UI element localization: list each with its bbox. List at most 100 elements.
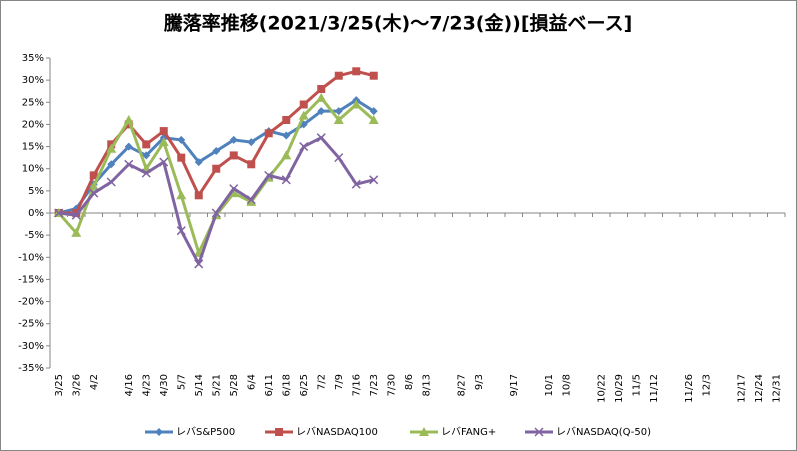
x-tick-label: 9/17	[509, 374, 520, 396]
marker	[106, 177, 116, 187]
marker	[71, 227, 82, 237]
marker	[124, 142, 133, 151]
marker	[317, 85, 326, 93]
legend-label: レバS&P500	[176, 426, 235, 438]
marker	[177, 153, 186, 162]
marker	[351, 99, 362, 109]
y-tick-label: -20%	[18, 297, 44, 308]
marker	[89, 188, 99, 198]
marker	[369, 107, 378, 116]
x-tick-label: 7/23	[369, 374, 380, 396]
marker	[247, 138, 256, 147]
x-tick-label: 7/30	[386, 374, 397, 396]
x-tick-label: 11/5	[631, 374, 642, 396]
marker	[71, 210, 81, 220]
marker	[352, 67, 361, 76]
y-tick-label: 20%	[22, 119, 44, 130]
marker	[228, 188, 239, 198]
x-tick-label: 8/13	[421, 374, 432, 396]
marker	[194, 158, 203, 167]
marker	[194, 191, 203, 200]
marker	[159, 157, 169, 167]
marker	[334, 71, 343, 80]
marker	[89, 171, 98, 180]
marker	[299, 100, 308, 109]
x-tick-label: 11/12	[649, 374, 660, 403]
x-tick-label: 11/26	[684, 374, 695, 403]
x-tick-label: 4/30	[159, 374, 170, 396]
y-tick-label: 15%	[22, 142, 44, 153]
x-tick-label: 12/17	[736, 374, 747, 403]
x-tick-label: 12/24	[754, 374, 765, 403]
marker	[282, 131, 291, 140]
y-tick-label: -10%	[18, 252, 44, 263]
x-tick-label: 6/25	[299, 374, 310, 396]
marker	[281, 150, 292, 160]
marker	[298, 110, 309, 120]
x-tick-label: 10/29	[614, 374, 625, 403]
marker	[141, 168, 151, 178]
x-tick-label: 7/2	[316, 374, 327, 390]
x-tick-label: 12/31	[771, 374, 782, 403]
legend-label: レバNASDAQ100	[296, 426, 378, 438]
x-tick-label: 4/2	[89, 374, 100, 390]
y-tick-label: -5%	[25, 230, 44, 241]
marker	[229, 151, 238, 160]
marker	[142, 140, 151, 149]
marker	[107, 160, 116, 169]
legend-marker	[275, 428, 283, 436]
marker	[123, 115, 134, 124]
y-tick-label: -25%	[18, 319, 44, 330]
marker	[316, 133, 326, 143]
marker	[176, 226, 186, 236]
y-tick-label: -15%	[18, 274, 44, 285]
y-tick-label: 5%	[28, 186, 44, 197]
marker	[246, 196, 257, 206]
x-tick-label: 3/25	[54, 374, 65, 396]
x-tick-label: 5/7	[176, 374, 187, 390]
y-tick-label: -35%	[18, 363, 44, 374]
marker	[176, 190, 187, 200]
x-tick-label: 5/21	[211, 374, 222, 396]
marker	[229, 135, 238, 144]
marker	[351, 179, 361, 189]
x-tick-label: 3/26	[71, 374, 82, 396]
marker	[212, 164, 221, 173]
legend-marker	[534, 427, 544, 437]
marker	[211, 208, 221, 218]
legend-marker	[419, 427, 429, 436]
marker	[106, 143, 117, 153]
x-tick-label: 8/27	[456, 374, 467, 396]
marker	[54, 208, 64, 218]
x-tick-label: 10/8	[561, 374, 572, 396]
x-tick-label: 6/18	[281, 374, 292, 396]
marker	[369, 175, 379, 185]
marker	[316, 92, 327, 102]
x-tick-label: 5/28	[229, 374, 240, 396]
y-tick-label: 0%	[28, 208, 44, 219]
x-tick-label: 10/1	[544, 374, 555, 396]
y-tick-label: 35%	[22, 53, 44, 64]
marker	[333, 115, 344, 124]
marker	[369, 71, 378, 80]
y-tick-label: -30%	[18, 341, 44, 352]
marker	[177, 135, 186, 144]
x-tick-label: 4/23	[141, 374, 152, 396]
marker	[229, 184, 239, 194]
x-tick-label: 7/9	[334, 374, 345, 390]
marker	[282, 116, 291, 124]
marker	[334, 107, 343, 116]
marker	[142, 151, 151, 160]
legend-label: レバFANG+	[441, 426, 496, 438]
legend-label: レバNASDAQ(Q-50)	[556, 426, 651, 438]
legend-marker	[155, 428, 163, 436]
marker	[334, 153, 344, 163]
marker	[158, 137, 169, 147]
marker	[246, 195, 256, 205]
y-tick-label: 10%	[22, 164, 44, 175]
marker	[264, 170, 274, 180]
marker	[368, 115, 379, 124]
x-tick-label: 10/22	[596, 374, 607, 403]
x-tick-label: 9/3	[474, 374, 485, 390]
